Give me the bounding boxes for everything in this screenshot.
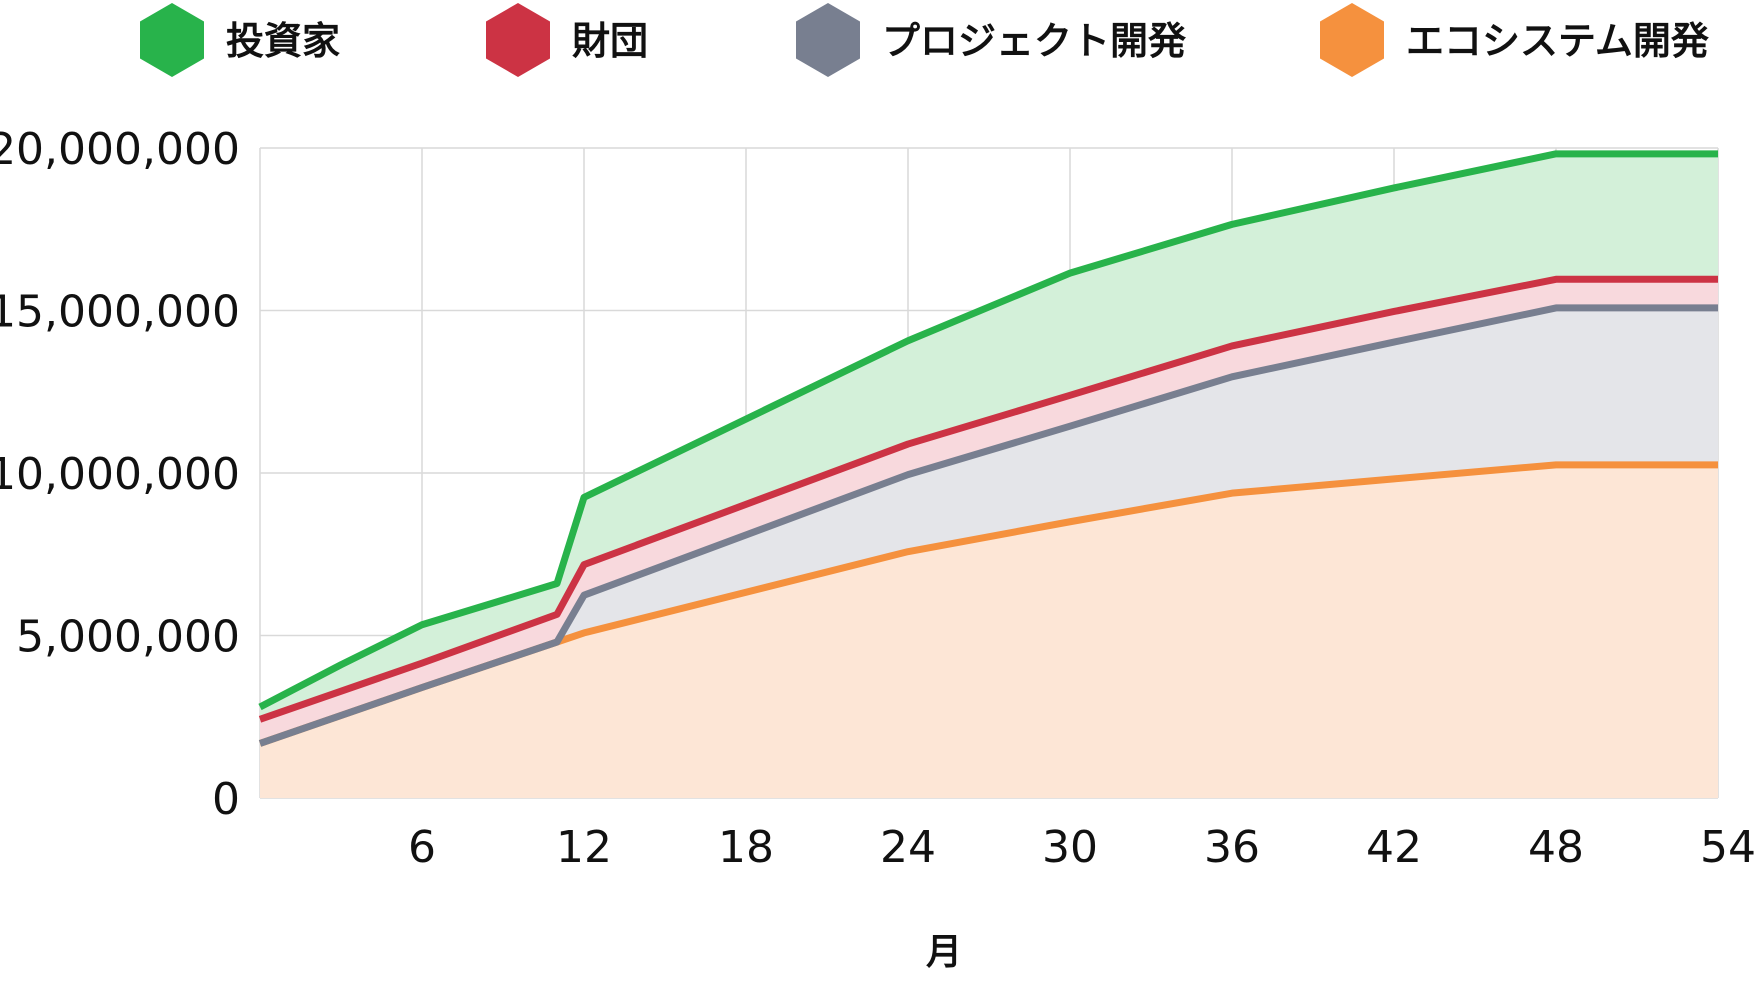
- legend-label: 財団: [572, 19, 648, 63]
- x-tick-label: 48: [1528, 822, 1584, 873]
- x-tick-label: 24: [880, 822, 936, 873]
- legend-swatch-icon: [796, 3, 860, 77]
- series-line: [258, 275, 1718, 723]
- legend-swatch-icon: [140, 3, 204, 77]
- x-tick-label: 54: [1700, 822, 1756, 873]
- y-axis-ticks: 0 5,000,000 10,000,000 15,000,000 20,000,000: [0, 124, 240, 825]
- y-tick-label: 5,000,000: [16, 612, 240, 663]
- x-tick-label: 36: [1204, 822, 1260, 873]
- x-tick-label: 18: [718, 822, 774, 873]
- series-areas: [260, 153, 1718, 799]
- series-lines: [258, 150, 1718, 747]
- y-tick-label: 0: [212, 774, 240, 825]
- legend-swatch-icon: [1320, 3, 1384, 77]
- y-tick-label: 10,000,000: [0, 449, 240, 500]
- x-axis-ticks: 6 12 18 24 30 36 42 48 54: [408, 822, 1756, 873]
- legend-item: 財団: [486, 3, 648, 77]
- legend-label: エコシステム開発: [1406, 19, 1710, 63]
- legend-item: エコシステム開発: [1320, 3, 1710, 77]
- x-tick-label: 42: [1366, 822, 1422, 873]
- x-axis-title: 月: [926, 932, 962, 973]
- y-tick-label: 20,000,000: [0, 124, 240, 175]
- area-f5913e: [260, 464, 1718, 798]
- y-tick-label: 15,000,000: [0, 287, 240, 338]
- x-tick-label: 30: [1042, 822, 1098, 873]
- series-line: [258, 304, 1718, 747]
- legend-swatch-icon: [486, 3, 550, 77]
- legend-item: 投資家: [140, 3, 340, 77]
- series-line: [258, 150, 1718, 711]
- x-tick-label: 6: [408, 822, 436, 873]
- legend-label: プロジェクト開発: [882, 19, 1187, 63]
- legend-label: 投資家: [226, 19, 340, 63]
- x-tick-label: 12: [556, 822, 612, 873]
- legend: 投資家 財団 プロジェクト開発 エコシステム開発: [140, 3, 1710, 77]
- legend-item: プロジェクト開発: [796, 3, 1187, 77]
